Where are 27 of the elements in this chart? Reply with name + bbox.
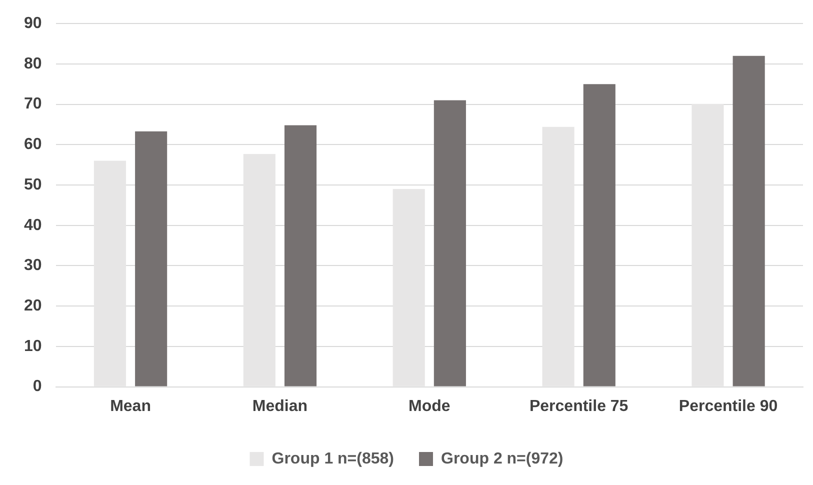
bar [284,125,317,386]
x-tick-label: Percentile 75 [529,398,628,415]
legend-label: Group 1 n=(858) [272,450,394,468]
bar [243,154,276,386]
x-tick-label: Mean [110,398,151,415]
legend-label: Group 2 n=(972) [441,450,564,468]
y-tick-label: 90 [24,15,42,32]
bar [583,84,616,386]
y-tick-label: 80 [24,55,42,72]
bar [94,160,126,386]
bar [434,100,466,386]
x-tick-label: Mode [408,398,450,415]
bar [392,189,425,386]
y-tick-label: 50 [24,176,42,194]
bar [692,104,724,386]
y-tick-label: 40 [24,216,42,234]
y-tick-label: 20 [24,297,42,314]
y-tick-label: 10 [24,338,42,355]
bar [732,56,765,386]
y-tick-label: 0 [32,378,42,396]
bar [135,131,168,386]
y-tick-label: 30 [24,257,42,274]
bar [542,126,574,386]
y-tick-label: 70 [24,96,42,113]
y-tick-label: 60 [24,136,42,154]
x-tick-label: Median [252,398,308,415]
x-tick-label: Percentile 90 [678,398,778,415]
